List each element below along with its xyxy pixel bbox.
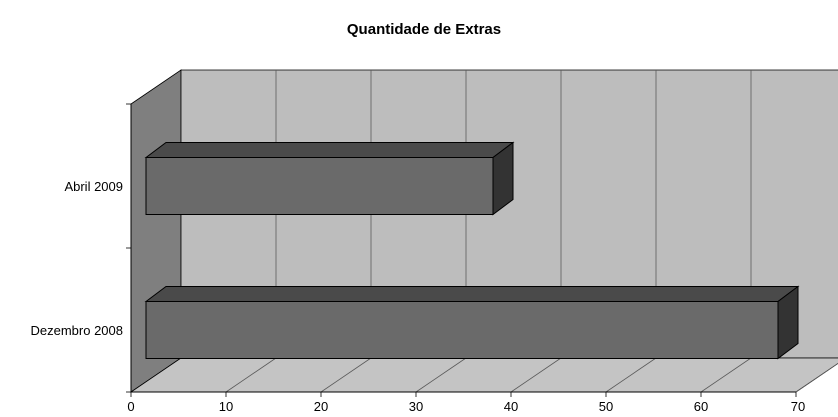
bar xyxy=(144,141,515,216)
floor-gridline xyxy=(415,357,467,393)
bar xyxy=(144,285,800,360)
x-tick-label: 40 xyxy=(504,399,518,414)
category-label: Dezembro 2008 xyxy=(31,323,124,338)
x-tick-label: 20 xyxy=(314,399,328,414)
x-tick-label: 50 xyxy=(599,399,613,414)
floor-gridline xyxy=(225,357,277,393)
bar-top-face xyxy=(144,142,515,158)
bar-front-face xyxy=(145,301,779,359)
bar-front-face xyxy=(145,157,494,215)
x-tick-label: 30 xyxy=(409,399,423,414)
chart-title: Quantidade de Extras xyxy=(347,21,501,38)
floor-gridline xyxy=(320,357,372,393)
x-tick-label: 0 xyxy=(127,399,134,414)
floor-gridline xyxy=(700,357,752,393)
axes xyxy=(126,103,797,397)
chart-floor xyxy=(129,357,838,393)
x-tick-label: 70 xyxy=(791,399,805,414)
floor-gridlines xyxy=(225,357,838,393)
x-tick-label: 10 xyxy=(219,399,233,414)
x-tick-label: 60 xyxy=(694,399,708,414)
floor-gridline xyxy=(605,357,657,393)
category-labels: Abril 2009 Dezembro 2008 xyxy=(31,179,124,338)
category-label: Abril 2009 xyxy=(64,179,123,194)
floor-gridline xyxy=(510,357,562,393)
bar-top-face xyxy=(144,286,800,302)
x-tick-labels: 0 10 20 30 40 50 60 70 xyxy=(127,399,805,414)
bars xyxy=(144,141,800,360)
